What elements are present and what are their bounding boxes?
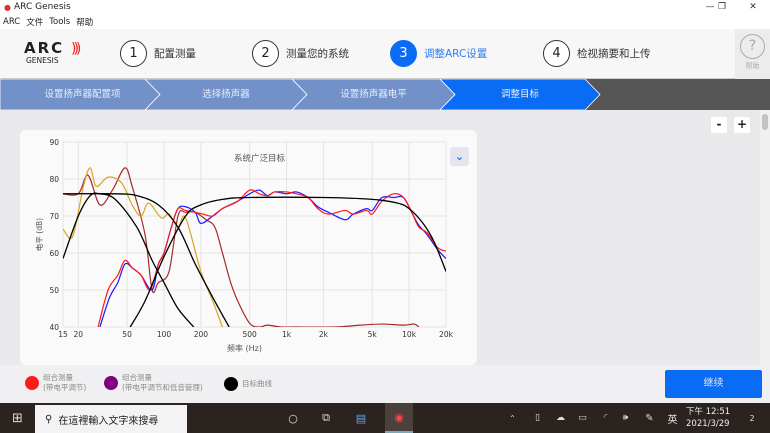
help-icon: ?: [740, 34, 765, 59]
maximize-button[interactable]: ❐: [717, 2, 727, 12]
y-axis-label: 电平 (dB): [34, 218, 44, 251]
x-tick-label: 15: [58, 330, 68, 339]
black-dot-icon: [224, 377, 238, 391]
legend-combined: 组合测量 (带电平调节): [25, 373, 86, 393]
menu-tools[interactable]: Tools: [49, 16, 71, 27]
chart-card: [20, 130, 477, 365]
series-line-0: [63, 167, 420, 327]
x-tick-label: 20: [74, 330, 84, 339]
menu-help[interactable]: 帮助: [76, 17, 94, 28]
y-tick-label: 40: [49, 323, 59, 332]
task-view-icon[interactable]: ⧉: [322, 411, 330, 424]
x-tick-label: 20k: [439, 330, 454, 339]
menu-arc[interactable]: ARC: [3, 16, 21, 27]
help-button[interactable]: ? 帮助: [735, 29, 770, 79]
ime-indicator[interactable]: 英: [667, 414, 678, 426]
series-line-3: [97, 189, 446, 327]
continue-button[interactable]: 继续: [665, 370, 762, 398]
x-tick-label: 2k: [319, 330, 329, 339]
zoom-out-button[interactable]: -: [711, 117, 727, 133]
minimize-button[interactable]: —: [705, 2, 715, 12]
app-icon: ●: [4, 2, 11, 12]
legend-combined-bass: 组合测量 (带电平调节和低音管理): [104, 373, 203, 393]
series-line-2: [99, 189, 446, 327]
x-axis-label: 频率 (Hz): [227, 343, 262, 353]
legend-target: 目标曲线: [224, 377, 272, 391]
cortana-icon[interactable]: ○: [288, 411, 298, 425]
pen-icon[interactable]: ✎: [645, 412, 654, 424]
windows-start-icon[interactable]: ⊞: [12, 410, 23, 426]
x-tick-label: 50: [122, 330, 132, 339]
legend-bar: 组合测量 (带电平调节) 组合测量 (带电平调节和低音管理) 目标曲线: [0, 365, 770, 403]
step-4[interactable]: 4 检视摘要和上传: [543, 40, 651, 67]
y-tick-label: 80: [49, 175, 59, 184]
x-tick-label: 5k: [368, 330, 378, 339]
x-tick-label: 500: [242, 330, 257, 339]
red-dot-icon: [25, 376, 39, 390]
y-tick-label: 90: [49, 138, 59, 147]
zoom-in-button[interactable]: +: [734, 117, 750, 133]
wifi-icon[interactable]: ◜: [603, 413, 608, 423]
y-tick-label: 70: [49, 212, 59, 221]
arc-genesis-logo: ARC GENESIS ))): [24, 39, 82, 66]
onedrive-error-icon[interactable]: ☁: [556, 413, 565, 423]
x-tick-label: 10k: [402, 330, 417, 339]
battery-icon[interactable]: ▭: [578, 413, 587, 423]
vertical-scrollbar[interactable]: [760, 110, 770, 365]
crumb-speaker-config[interactable]: 设置扬声器配置项: [44, 89, 121, 100]
show-hidden-icon[interactable]: ⌃: [509, 413, 516, 423]
frequency-response-chart[interactable]: 15 20 50 100 200 500 1k 2k 5k 10k 20k 40 50 60 70 80 90 系…: [20, 130, 477, 365]
step-1[interactable]: 1 配置测量: [120, 40, 196, 67]
series-line-4: [63, 193, 230, 327]
series-line-5: [63, 192, 195, 327]
arc-app-icon[interactable]: ◉: [385, 403, 413, 433]
sound-waves-icon: ))): [71, 41, 82, 57]
x-tick-label: 100: [157, 330, 172, 339]
device-icon[interactable]: ▯: [535, 413, 540, 423]
x-tick-label: 200: [194, 330, 209, 339]
crumb-adjust-target[interactable]: 调整目标: [500, 89, 539, 100]
taskbar-search[interactable]: ⚲ 在這裡輸入文字來搜尋: [35, 405, 187, 433]
search-icon: ⚲: [45, 413, 53, 425]
series-line-6: [129, 196, 446, 327]
volume-icon[interactable]: 🕪: [622, 413, 629, 423]
menu-bar: ARC 文件 Tools 帮助: [0, 14, 770, 29]
step-3[interactable]: 3 调整ARC设置: [390, 40, 487, 67]
y-tick-label: 60: [49, 249, 59, 258]
notification-icon[interactable]: 2: [749, 413, 755, 423]
chart-title: 系统广泛目标: [234, 153, 286, 164]
crumb-select-speakers[interactable]: 选择扬声器: [202, 89, 250, 100]
step-2[interactable]: 2 测量您的系统: [252, 40, 349, 67]
x-tick-label: 1k: [282, 330, 292, 339]
target-dropdown-button[interactable]: ⌄: [450, 147, 469, 166]
purple-dot-icon: [104, 376, 118, 390]
wizard-header: ARC GENESIS ))) 1 配置测量 2 测量您的系统 3 调整ARC设置 4…: [0, 29, 770, 79]
close-button[interactable]: ✕: [749, 2, 757, 12]
series-line-1: [63, 167, 224, 327]
breadcrumb: 设置扬声器配置项 选择扬声器 设置扬声器电平 调整目标: [0, 79, 770, 110]
notepad-app-icon[interactable]: ▤: [355, 411, 367, 425]
crumb-speaker-levels[interactable]: 设置扬声器电平: [340, 89, 407, 100]
window-title: ARC Genesis: [13, 2, 71, 12]
clock[interactable]: 下午 12:51 2021/3/29: [686, 407, 731, 429]
title-bar: ● ARC Genesis — ❐ ✕: [0, 0, 770, 14]
scrollbar-thumb[interactable]: [762, 114, 768, 130]
menu-file[interactable]: 文件: [26, 17, 44, 28]
chevron-down-icon: ⌄: [454, 150, 465, 163]
y-tick-label: 50: [49, 286, 59, 295]
